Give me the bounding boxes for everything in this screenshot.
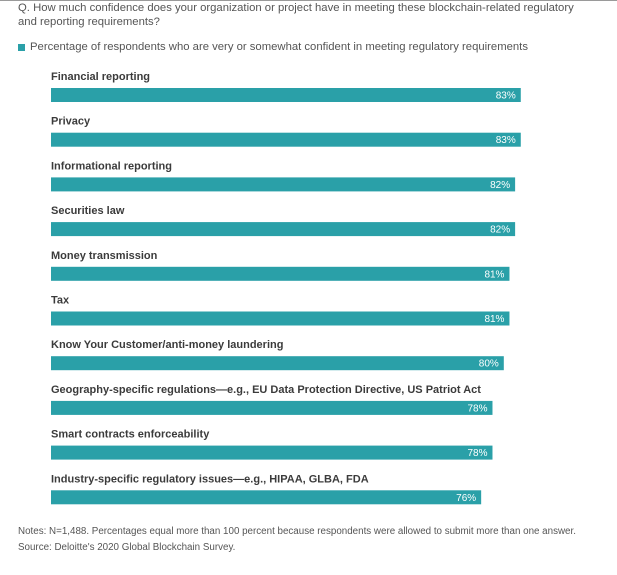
category-label: Securities law: [51, 205, 125, 217]
value-label: 82%: [490, 225, 510, 236]
top-rule: [0, 0, 617, 1]
bar-row: Financial reporting 83%: [51, 71, 521, 102]
value-label: 81%: [484, 314, 504, 325]
bar-row: Tax 81%: [51, 295, 510, 326]
bar-row: Informational reporting 82%: [51, 160, 516, 192]
bar-chart: Financial reporting 83% Privacy 83% Informat…: [51, 71, 521, 505]
legend: Percentage of respondents who are very o…: [18, 41, 528, 53]
value-label: 76%: [456, 493, 476, 504]
bar-row: Smart contracts enforceability 78%: [51, 429, 493, 460]
value-label: 83%: [496, 135, 516, 146]
value-label: 82%: [490, 180, 510, 191]
legend-label: Percentage of respondents who are very o…: [30, 41, 528, 53]
category-label: Smart contracts enforceability: [51, 429, 210, 441]
value-label: 81%: [484, 269, 504, 280]
notes-text: Notes: N=1,488. Percentages equal more t…: [18, 526, 576, 537]
value-label: 78%: [467, 448, 487, 459]
bar: [51, 132, 521, 147]
bar-row: Money transmission 81%: [51, 250, 510, 281]
source-text: Source: Deloitte's 2020 Global Blockchai…: [18, 541, 236, 553]
category-label: Financial reporting: [51, 71, 150, 83]
value-label: 78%: [467, 403, 487, 414]
value-label: 83%: [496, 91, 516, 102]
chart-question: Q. How much confidence does your organiz…: [18, 2, 574, 28]
bar-row: Geography-specific regulations—e.g., EU …: [51, 384, 493, 415]
bar: [51, 222, 516, 237]
bar-row: Know Your Customer/anti-money laundering…: [51, 339, 504, 371]
category-label: Privacy: [51, 116, 91, 128]
category-label: Money transmission: [51, 250, 158, 262]
bar: [51, 400, 493, 415]
category-label: Industry-specific regulatory issues—e.g.…: [51, 473, 369, 485]
bar: [51, 88, 521, 102]
category-label: Know Your Customer/anti-money laundering: [51, 339, 283, 351]
category-label: Tax: [51, 295, 70, 307]
bar: [51, 177, 516, 192]
bar: [51, 311, 510, 326]
category-label: Geography-specific regulations—e.g., EU …: [51, 384, 481, 396]
category-label: Informational reporting: [51, 160, 172, 172]
bar-row: Industry-specific regulatory issues—e.g.…: [51, 473, 482, 505]
bar-row: Privacy 83%: [51, 116, 521, 147]
bar: [51, 490, 482, 505]
bar: [51, 266, 510, 281]
bar-row: Securities law 82%: [51, 205, 516, 237]
bar: [51, 445, 493, 460]
chart-notes: Notes: N=1,488. Percentages equal more t…: [18, 524, 598, 555]
legend-swatch: [18, 43, 25, 51]
value-label: 80%: [479, 359, 499, 370]
bar: [51, 356, 504, 371]
